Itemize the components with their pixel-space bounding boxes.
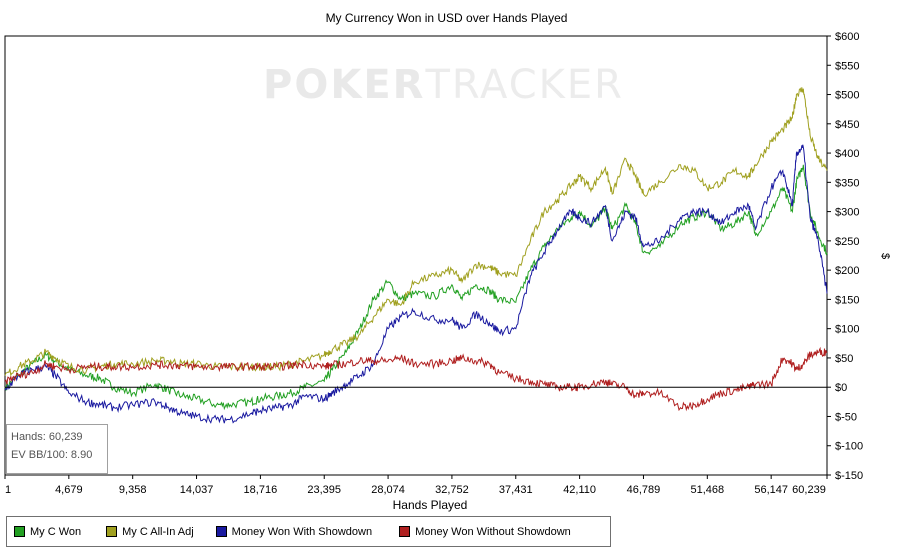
- y-tick-label: $500: [835, 90, 859, 102]
- x-axis-title: Hands Played: [392, 498, 468, 512]
- legend-label: My C All-In Adj: [122, 525, 194, 538]
- y-tick-label: $-150: [835, 470, 863, 482]
- series-line-2: [4, 144, 828, 424]
- y-tick-label: $600: [835, 31, 859, 43]
- legend-item-my-c-won[interactable]: My C Won: [14, 526, 81, 538]
- x-tick-label: 28,074: [371, 484, 405, 496]
- x-tick-label: 4,679: [55, 484, 83, 496]
- legend-swatch: [399, 526, 411, 537]
- series-line-0: [4, 164, 828, 411]
- y-tick-label: $550: [835, 60, 859, 72]
- legend-item-my-c-all-in-adj[interactable]: My C All-In Adj: [106, 526, 194, 538]
- legend-swatch: [106, 526, 118, 537]
- legend: My C Won My C All-In Adj Money Won With …: [6, 516, 611, 547]
- y-tick-label: $-50: [835, 411, 857, 423]
- y-tick-label: $450: [835, 119, 859, 131]
- y-tick-label: $0: [835, 382, 847, 394]
- legend-label: My C Won: [30, 525, 82, 538]
- pokertracker-watermark: POKERTRACKER: [263, 62, 624, 108]
- legend-item-money-with-showdown[interactable]: Money Won With Showdown: [215, 525, 373, 538]
- x-tick-label: 23,395: [307, 484, 341, 496]
- x-tick-label: 18,716: [244, 484, 278, 496]
- legend-label: Money Won With Showdown: [231, 525, 373, 538]
- series-line-3: [4, 346, 828, 412]
- y-tick-label: $250: [835, 236, 859, 248]
- y-tick-label: $50: [835, 353, 853, 365]
- x-tick-label: 9,358: [119, 484, 147, 496]
- x-tick-label: 46,789: [627, 484, 661, 496]
- y-axis-title: $: [879, 253, 891, 259]
- y-tick-label: $200: [835, 265, 859, 277]
- series-layer: [4, 87, 828, 424]
- x-tick-label: 42,110: [563, 484, 596, 496]
- x-tick-label: 32,752: [435, 484, 469, 496]
- stats-hands: Hands: 60,239: [11, 431, 83, 443]
- y-tick-label: $350: [835, 177, 859, 189]
- legend-item-money-without-showdown[interactable]: Money Won Without Showdown: [399, 526, 571, 538]
- x-tick-label: 60,239: [792, 484, 826, 496]
- series-line-1: [4, 87, 828, 378]
- y-axis: $600 $550 $500 $450 $400 $350 $300 $250 $200 $150…: [827, 31, 863, 482]
- plot-border: [4, 35, 828, 476]
- watermark-brand-a: POKER: [263, 62, 426, 108]
- legend-label: Money Won Without Showdown: [415, 525, 571, 538]
- x-axis: 1 4,679 9,358 14,037 18,716 23,395 28,074 32,75…: [4, 475, 828, 496]
- y-tick-label: $300: [835, 207, 859, 219]
- y-tick-label: $150: [835, 294, 859, 306]
- legend-swatch: [14, 526, 25, 537]
- stats-box: Hands: 60,239 EV BB/100: 8.90: [6, 424, 108, 474]
- legend-swatch: [215, 526, 227, 537]
- x-tick-label: 14,037: [180, 484, 214, 496]
- chart-title: My Currency Won in USD over Hands Played: [325, 11, 568, 25]
- x-tick-label: 37,431: [499, 484, 533, 496]
- x-tick-label: 1: [5, 484, 11, 496]
- y-tick-label: $100: [835, 324, 859, 336]
- watermark-brand-b: TRACKER: [425, 62, 624, 108]
- x-tick-label: 51,468: [690, 484, 724, 496]
- x-tick-label: 56,147: [754, 484, 788, 496]
- y-tick-label: $-100: [835, 441, 863, 453]
- y-tick-label: $400: [835, 148, 859, 160]
- stats-ev-bb: EV BB/100: 8.90: [11, 449, 93, 461]
